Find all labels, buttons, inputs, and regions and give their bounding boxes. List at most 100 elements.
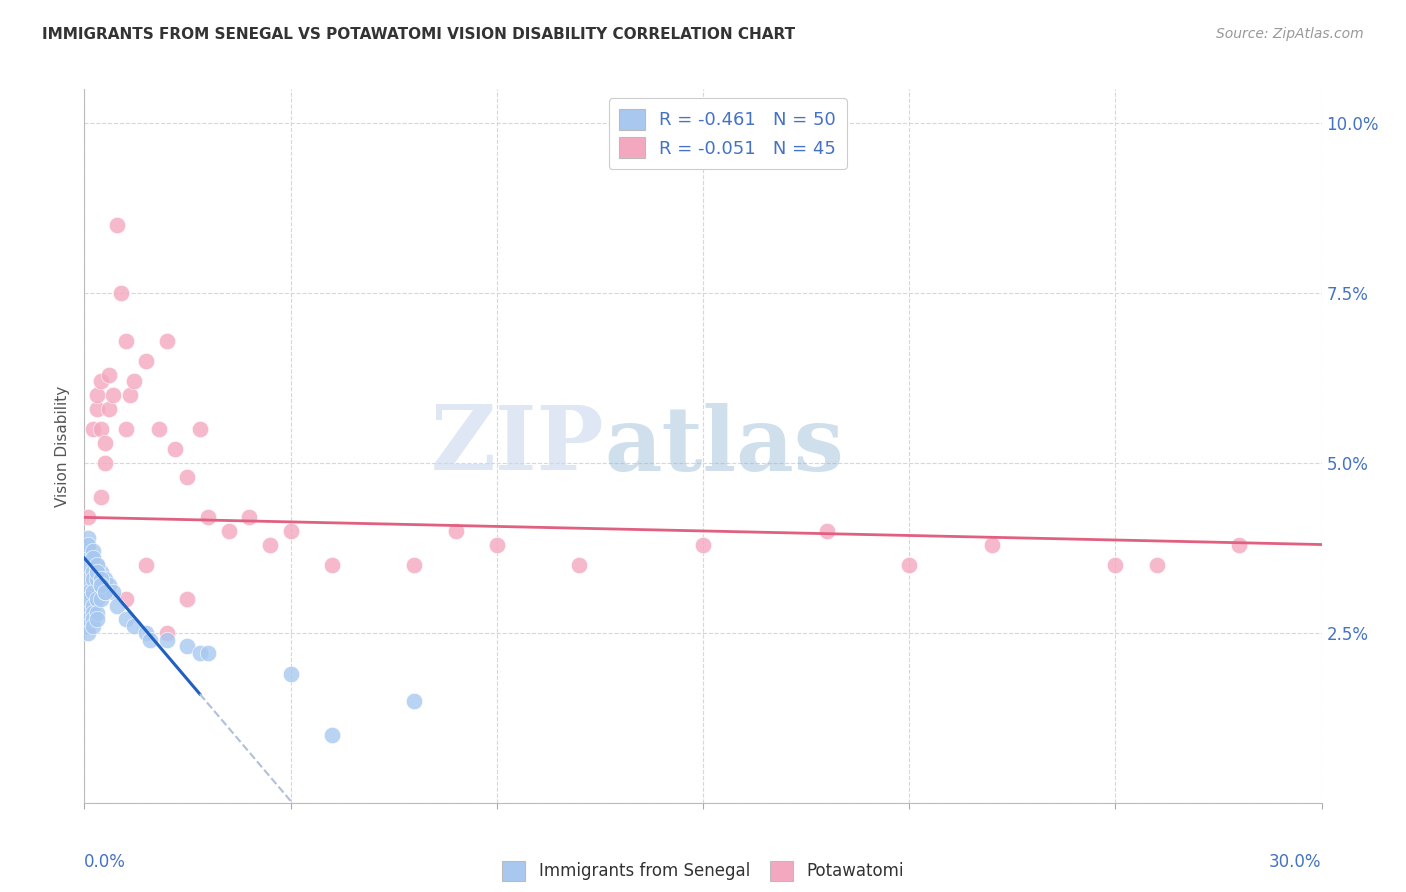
Point xyxy=(197,646,219,660)
Text: 0.0%: 0.0% xyxy=(84,853,127,871)
Point xyxy=(86,401,108,416)
Point xyxy=(280,666,302,681)
Point xyxy=(114,334,136,348)
Point xyxy=(77,510,100,524)
Point xyxy=(94,585,117,599)
Point xyxy=(122,375,145,389)
Point xyxy=(98,401,121,416)
Text: 30.0%: 30.0% xyxy=(1270,853,1322,871)
Point xyxy=(98,578,121,592)
Point xyxy=(90,578,112,592)
Point xyxy=(94,456,117,470)
Point xyxy=(135,354,157,368)
Point xyxy=(1146,558,1168,572)
Point xyxy=(114,591,136,606)
Point xyxy=(139,632,162,647)
Point xyxy=(82,551,104,566)
Point xyxy=(444,524,467,538)
Point xyxy=(156,334,179,348)
Point xyxy=(82,544,104,558)
Point xyxy=(77,591,100,606)
Point xyxy=(156,632,179,647)
Point xyxy=(77,537,100,551)
Point xyxy=(176,640,198,654)
Text: atlas: atlas xyxy=(605,402,844,490)
Point xyxy=(105,218,128,232)
Point xyxy=(82,572,104,586)
Point xyxy=(135,558,157,572)
Point xyxy=(77,558,100,572)
Point xyxy=(280,524,302,538)
Point xyxy=(90,375,112,389)
Text: Source: ZipAtlas.com: Source: ZipAtlas.com xyxy=(1216,27,1364,41)
Point xyxy=(94,585,117,599)
Point xyxy=(114,612,136,626)
Point xyxy=(980,537,1002,551)
Point xyxy=(321,558,343,572)
Point xyxy=(86,572,108,586)
Point xyxy=(122,619,145,633)
Point xyxy=(404,694,426,708)
Point xyxy=(90,565,112,579)
Point xyxy=(105,599,128,613)
Point xyxy=(86,606,108,620)
Point xyxy=(197,510,219,524)
Point xyxy=(77,572,100,586)
Point xyxy=(218,524,240,538)
Point xyxy=(135,626,157,640)
Point xyxy=(86,612,108,626)
Point xyxy=(259,537,281,551)
Point xyxy=(156,626,179,640)
Point xyxy=(118,388,141,402)
Point xyxy=(898,558,921,572)
Text: IMMIGRANTS FROM SENEGAL VS POTAWATOMI VISION DISABILITY CORRELATION CHART: IMMIGRANTS FROM SENEGAL VS POTAWATOMI VI… xyxy=(42,27,796,42)
Point xyxy=(82,619,104,633)
Point xyxy=(77,619,100,633)
Point xyxy=(77,544,100,558)
Point xyxy=(568,558,591,572)
Point xyxy=(82,422,104,436)
Point xyxy=(82,585,104,599)
Point xyxy=(86,565,108,579)
Point xyxy=(94,572,117,586)
Point xyxy=(98,368,121,382)
Point xyxy=(176,469,198,483)
Point xyxy=(90,422,112,436)
Point xyxy=(90,591,112,606)
Point xyxy=(77,626,100,640)
Legend: Immigrants from Senegal, Potawatomi: Immigrants from Senegal, Potawatomi xyxy=(495,855,911,888)
Text: ZIP: ZIP xyxy=(430,402,605,490)
Point xyxy=(176,591,198,606)
Point xyxy=(82,612,104,626)
Point xyxy=(103,585,125,599)
Point xyxy=(165,442,187,457)
Point xyxy=(1227,537,1250,551)
Point xyxy=(114,422,136,436)
Point xyxy=(82,551,104,566)
Point xyxy=(692,537,714,551)
Point xyxy=(110,286,132,301)
Point xyxy=(321,728,343,742)
Point xyxy=(82,606,104,620)
Point xyxy=(90,572,112,586)
Point xyxy=(77,612,100,626)
Point xyxy=(238,510,260,524)
Point xyxy=(86,591,108,606)
Point xyxy=(90,578,112,592)
Point xyxy=(148,422,170,436)
Point xyxy=(86,558,108,572)
Point xyxy=(86,388,108,402)
Point xyxy=(77,606,100,620)
Point xyxy=(86,558,108,572)
Y-axis label: Vision Disability: Vision Disability xyxy=(55,385,70,507)
Point xyxy=(404,558,426,572)
Point xyxy=(815,524,838,538)
Point xyxy=(77,531,100,545)
Point xyxy=(188,422,211,436)
Point xyxy=(1104,558,1126,572)
Point xyxy=(485,537,508,551)
Point xyxy=(90,490,112,504)
Point xyxy=(82,565,104,579)
Point xyxy=(188,646,211,660)
Point xyxy=(77,585,100,599)
